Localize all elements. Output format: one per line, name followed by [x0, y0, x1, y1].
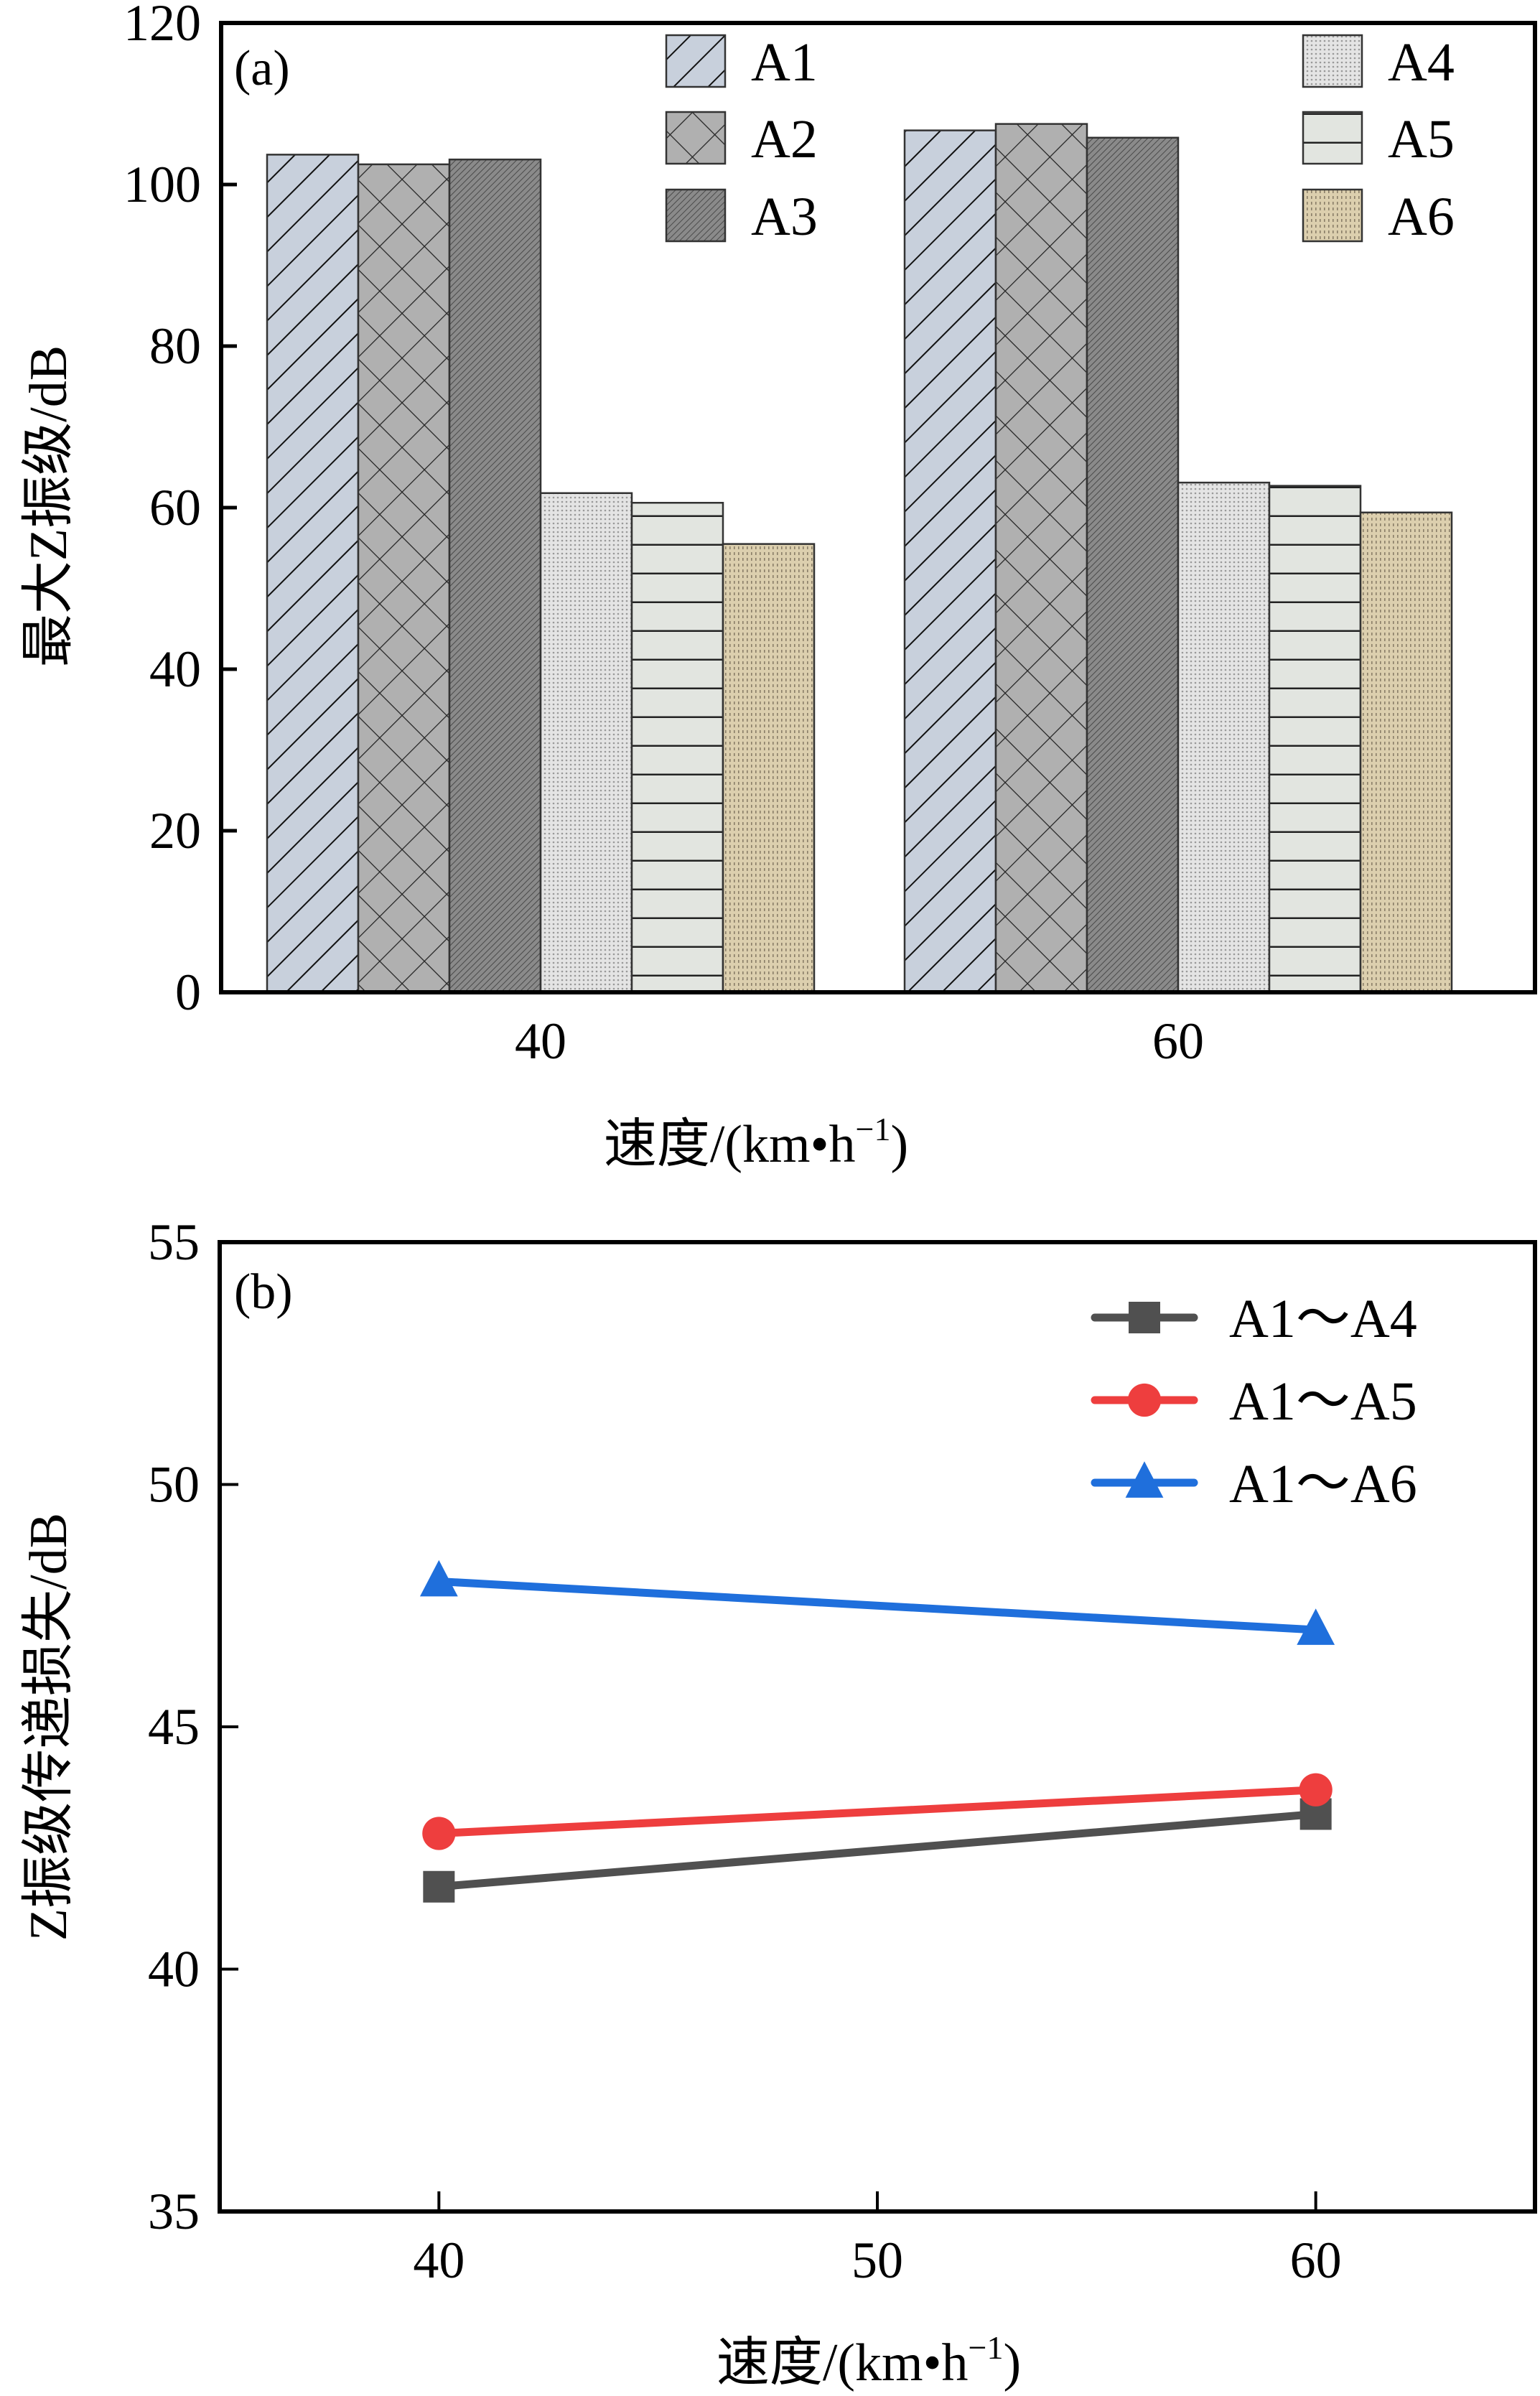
bar-a3-40 [448, 158, 542, 994]
legend-label: A1～A4 [1229, 1289, 1417, 1349]
x-tick-label: 40 [413, 2232, 465, 2289]
plot-frame [218, 1240, 1537, 2214]
legend-item-3: A1～A6 [1091, 1454, 1417, 1514]
bar-a6-60 [1359, 511, 1453, 994]
line-chart-panel-b: 35 40 45 50 55 40 50 60 (b) A1～A4 A1～A5 A1～A6 Z振… [19, 1213, 1537, 2392]
series-1 [423, 1798, 1332, 1903]
legend-label: A2 [751, 109, 818, 169]
bar-a2-40 [357, 163, 451, 994]
bar-a1-40 [266, 154, 360, 994]
bar-series-group [266, 123, 1453, 994]
bar-a2-60 [994, 123, 1088, 994]
bar-a3-60 [1086, 136, 1180, 994]
data-point-circle [422, 1817, 456, 1850]
legend-item-a5: A5 [1302, 109, 1455, 169]
y-tick-label: 55 [148, 1213, 200, 1271]
data-point-circle [1299, 1773, 1333, 1807]
series-line [439, 1786, 1316, 1837]
series-3 [419, 1560, 1335, 1645]
y-tick-label: 40 [149, 640, 201, 698]
legend-marker-square [1129, 1302, 1160, 1333]
legend-swatch [1302, 34, 1363, 88]
panel-label: (a) [234, 41, 290, 96]
y-axis-title: Z振级传递损失/dB [19, 1513, 78, 1941]
y-tick-label: 100 [123, 156, 201, 213]
x-tick-label: 50 [851, 2232, 903, 2289]
legend-item-a4: A4 [1302, 32, 1455, 93]
legend-label: A1～A5 [1229, 1371, 1417, 1432]
legend-label: A6 [1388, 187, 1455, 247]
y-tick-label: 35 [148, 2183, 200, 2240]
legend-item-a3: A3 [665, 187, 818, 247]
panel-label: (b) [234, 1264, 293, 1320]
legend-swatch [665, 188, 727, 243]
x-axis-title-main: 速度/(km•h [717, 2334, 969, 2392]
x-tick-label: 60 [1290, 2232, 1342, 2289]
y-tick-label: 0 [175, 964, 201, 1021]
legend-item-1: A1～A4 [1091, 1289, 1417, 1349]
y-axis-ticks: 0 20 40 60 80 100 120 [123, 0, 237, 1021]
legend: A1～A4 A1～A5 A1～A6 [1091, 1289, 1417, 1514]
y-tick-label: 80 [149, 317, 201, 375]
bar-a5-60 [1268, 485, 1362, 994]
legend-swatch [665, 111, 727, 165]
legend-swatch [1302, 111, 1363, 165]
x-axis-title-superscript: −1 [969, 2329, 1004, 2366]
x-axis-ticks: 40 50 60 [413, 2191, 1342, 2289]
legend-marker-triangle [1125, 1461, 1164, 1498]
y-tick-label: 50 [148, 1456, 200, 1514]
x-axis-title-main: 速度/(km•h [604, 1115, 856, 1174]
legend-label: A3 [751, 187, 818, 247]
x-axis-title: 速度/(km•h−1) [604, 1111, 908, 1174]
y-axis-ticks: 35 40 45 50 55 [148, 1213, 238, 2240]
bar-chart-panel-a: 0 20 40 60 80 100 120 40 60 (a) A1 A2 A3 A4 A5 A6 最大… [19, 0, 1537, 1174]
legend-label: A4 [1388, 32, 1455, 93]
legend-item-2: A1～A5 [1091, 1371, 1417, 1432]
y-tick-label: 40 [148, 1941, 200, 1998]
legend-item-a6: A6 [1302, 187, 1455, 247]
legend-label: A1 [751, 32, 818, 93]
bar-a6-40 [722, 543, 816, 994]
x-tick-label: 40 [515, 1012, 566, 1070]
plot-frame [219, 21, 1537, 994]
legend-swatch [665, 34, 727, 88]
bar-a4-60 [1177, 481, 1271, 994]
bar-a4-40 [539, 492, 633, 994]
legend-item-a1: A1 [665, 32, 818, 93]
legend-label: A5 [1388, 109, 1455, 169]
x-axis-title-close: ) [1003, 2334, 1021, 2392]
series-2 [422, 1773, 1333, 1850]
data-point-triangle [1297, 1608, 1335, 1645]
y-tick-label: 20 [149, 802, 201, 859]
x-axis-title-superscript: −1 [856, 1111, 891, 1147]
legend-label: A1～A6 [1229, 1454, 1417, 1514]
y-tick-label: 45 [148, 1698, 200, 1756]
bar-a5-40 [630, 502, 724, 994]
bar-a1-60 [903, 129, 997, 994]
series-line [439, 1577, 1316, 1634]
x-axis-title: 速度/(km•h−1) [717, 2329, 1021, 2392]
y-axis-title: 最大Z振级/dB [19, 345, 78, 667]
x-tick-label: 60 [1152, 1012, 1204, 1070]
data-point-triangle [419, 1560, 458, 1597]
y-tick-label: 120 [123, 0, 201, 52]
line-series-group [419, 1560, 1335, 1903]
legend-marker-circle [1127, 1383, 1162, 1417]
x-axis-title-close: ) [890, 1115, 908, 1174]
x-axis-ticks: 40 60 [515, 1012, 1204, 1070]
legend-swatch [1302, 188, 1363, 243]
series-line [438, 1810, 1317, 1891]
y-tick-label: 60 [149, 479, 201, 536]
data-point-square [423, 1870, 455, 1903]
legend-item-a2: A2 [665, 109, 818, 169]
legend: A1 A2 A3 A4 A5 A6 [665, 32, 1455, 247]
